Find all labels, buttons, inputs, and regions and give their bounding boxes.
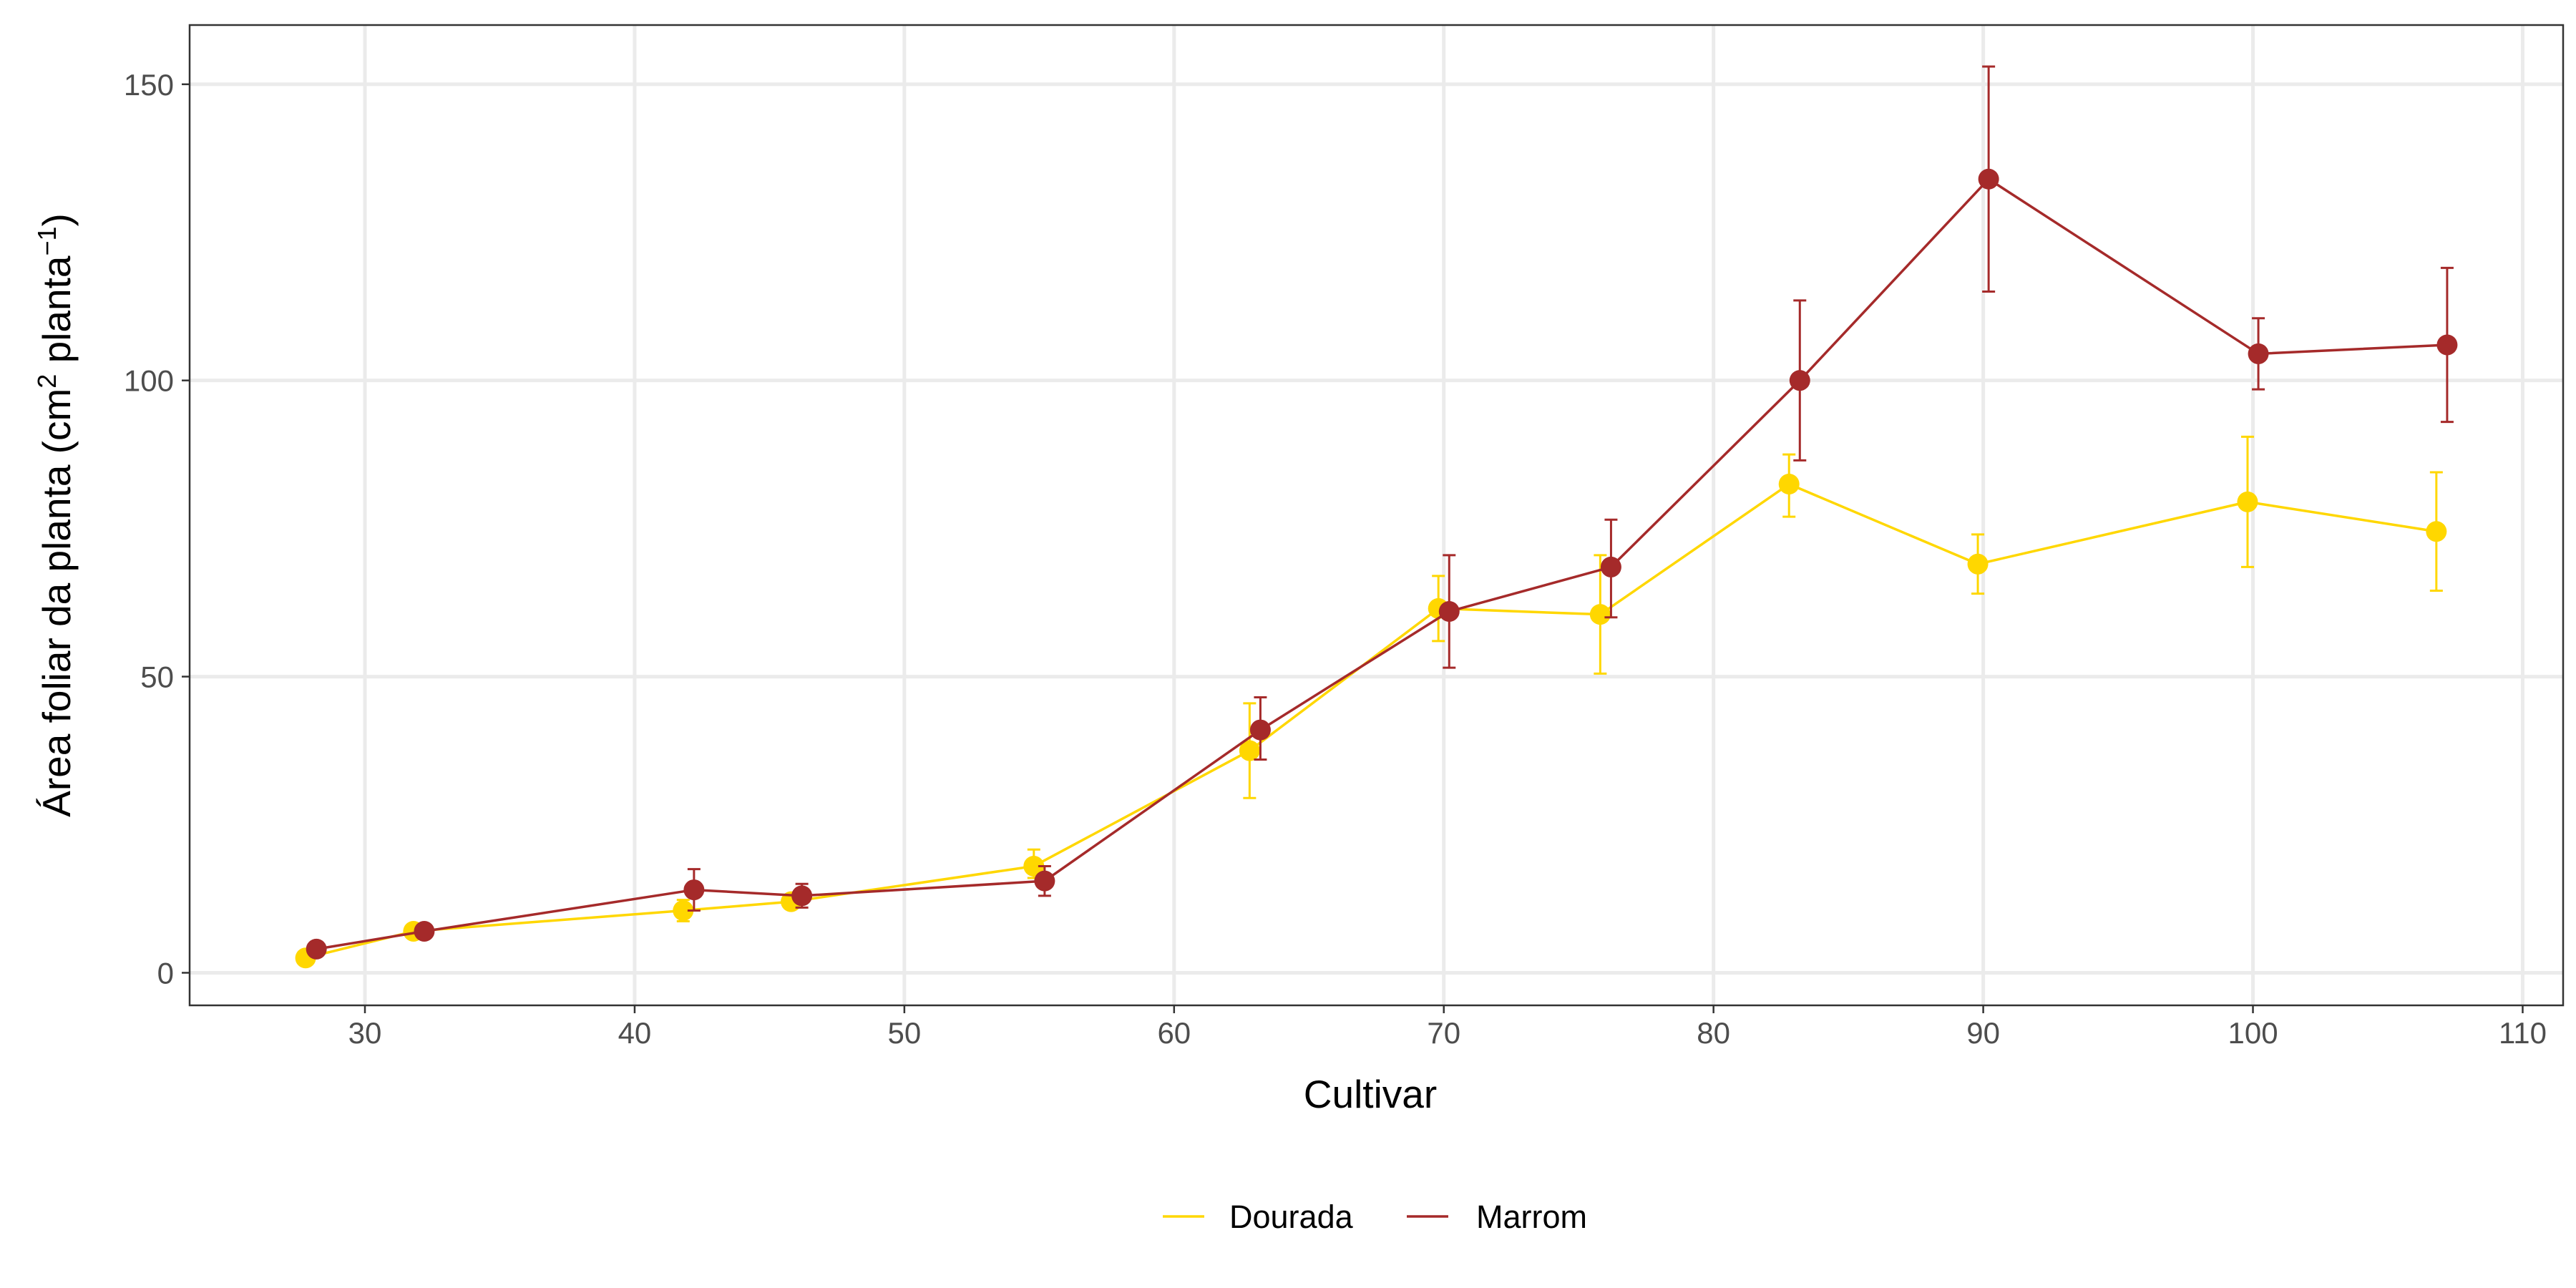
axes: 30 40 50 60 70 80 90 100 110 0 50 100 150 [124, 68, 2547, 1050]
legend: Dourada Marrom [1163, 1199, 1587, 1235]
data-point-dourada [1589, 604, 1611, 625]
x-tick-label: 100 [2228, 1016, 2278, 1050]
y-axis-title-end: ) [34, 213, 79, 226]
series-marrom [306, 65, 2458, 960]
y-axis-title-superscript-1: 2 [32, 374, 62, 389]
data-point-dourada [673, 900, 694, 922]
data-point-marrom [2436, 334, 2458, 356]
data-point-dourada [1778, 474, 1800, 495]
data-point-marrom [1249, 719, 1271, 741]
data-point-marrom [1600, 556, 1621, 577]
data-point-dourada [2426, 521, 2447, 542]
x-tick-label: 70 [1427, 1016, 1460, 1050]
y-axis-title: Área foliar da planta (cm2 planta−1) [32, 213, 79, 817]
data-point-marrom [414, 921, 435, 942]
y-axis-title-middle: planta [34, 255, 79, 374]
data-point-marrom [1034, 870, 1055, 892]
y-axis-title-superscript-2: −1 [32, 226, 62, 255]
data-point-marrom [2248, 343, 2269, 364]
data-point-dourada [1967, 553, 1989, 575]
data-point-marrom [683, 879, 705, 901]
y-tick-label: 50 [140, 660, 174, 694]
y-axis-title-main: Área foliar da planta (cm [34, 389, 79, 817]
legend-label-dourada: Dourada [1229, 1199, 1354, 1235]
x-tick-label: 40 [618, 1016, 652, 1050]
grid [190, 25, 2563, 1005]
x-tick-label: 50 [888, 1016, 922, 1050]
series-layer [295, 65, 2458, 969]
series-line-dourada [305, 482, 2437, 960]
x-axis-title: Cultivar [1304, 1072, 1437, 1116]
legend-label-marrom: Marrom [1476, 1199, 1587, 1235]
data-point-dourada [2237, 491, 2258, 512]
x-tick-label: 80 [1697, 1016, 1730, 1050]
data-point-marrom [306, 938, 327, 960]
x-tick-label: 60 [1157, 1016, 1191, 1050]
series-line-marrom [316, 177, 2448, 951]
x-tick-label: 90 [1966, 1016, 2000, 1050]
data-point-dourada [1023, 855, 1045, 877]
data-point-dourada [1239, 740, 1260, 761]
y-tick-label: 100 [124, 364, 174, 398]
plot-panel-border [188, 24, 2565, 1007]
y-tick-label: 150 [124, 68, 174, 102]
data-point-marrom [1789, 370, 1810, 391]
data-point-marrom [1438, 601, 1460, 623]
data-point-marrom [791, 885, 813, 907]
data-point-marrom [1978, 168, 1999, 190]
y-tick-label: 0 [157, 956, 174, 990]
x-tick-label: 110 [2499, 1016, 2547, 1050]
x-tick-label: 30 [348, 1016, 382, 1050]
